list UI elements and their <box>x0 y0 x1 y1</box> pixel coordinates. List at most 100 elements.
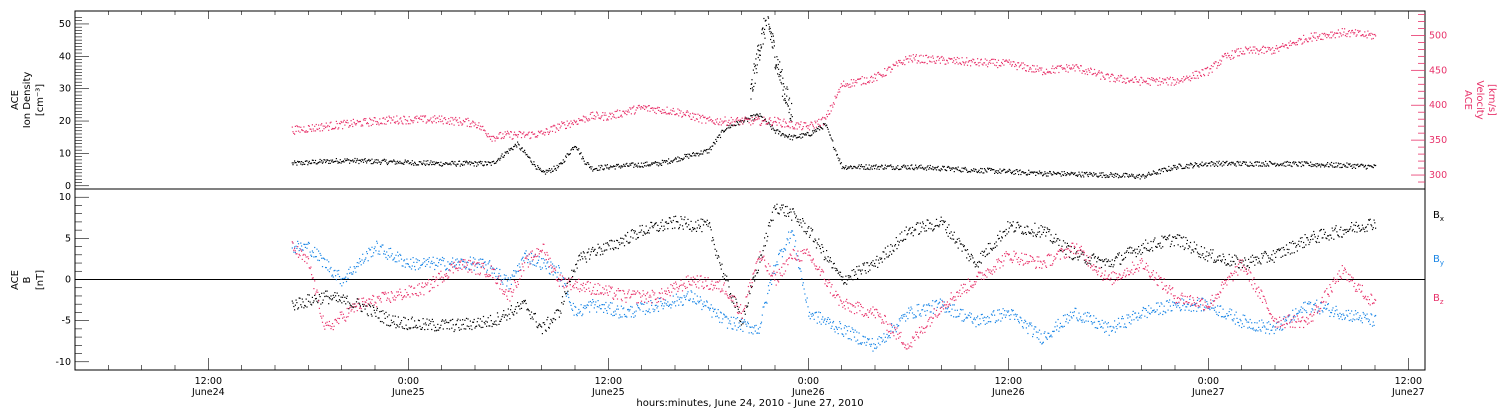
data-point <box>819 129 821 131</box>
data-point <box>479 258 481 260</box>
data-point <box>410 258 412 260</box>
data-point <box>458 264 461 266</box>
data-point <box>548 133 550 135</box>
data-point <box>376 242 378 244</box>
data-point <box>737 308 739 310</box>
data-point <box>1367 164 1369 167</box>
data-point <box>865 83 867 85</box>
data-point <box>1093 73 1095 75</box>
data-point <box>947 165 949 168</box>
data-point <box>397 316 399 318</box>
data-point <box>467 163 469 165</box>
data-point <box>537 262 539 264</box>
data-point <box>1200 246 1202 248</box>
data-point <box>1158 169 1160 171</box>
data-point <box>1293 163 1295 165</box>
data-point <box>541 133 543 135</box>
data-point <box>554 319 557 321</box>
data-point <box>1213 162 1215 164</box>
data-point <box>562 159 564 161</box>
data-point <box>1219 59 1221 61</box>
data-point <box>498 157 500 160</box>
data-point <box>951 58 953 60</box>
data-point <box>1159 173 1161 175</box>
data-point <box>690 155 692 157</box>
data-point <box>1178 163 1180 165</box>
data-point <box>604 112 606 114</box>
data-point <box>1275 45 1278 47</box>
data-point <box>551 267 553 269</box>
data-point <box>484 130 486 132</box>
data-point <box>1056 240 1058 242</box>
data-point <box>291 300 293 302</box>
data-point <box>781 126 783 128</box>
data-point <box>764 237 766 239</box>
data-point <box>385 311 387 313</box>
data-point <box>1130 175 1132 177</box>
data-point <box>670 160 672 162</box>
data-point <box>784 126 786 128</box>
data-point <box>500 318 502 320</box>
data-point <box>902 239 904 242</box>
data-point <box>1217 165 1219 167</box>
data-point <box>1042 71 1044 73</box>
data-point <box>330 159 332 161</box>
data-point <box>812 132 814 134</box>
data-point <box>932 169 934 171</box>
data-point <box>1154 79 1156 81</box>
data-point <box>1073 67 1075 69</box>
data-point <box>1262 45 1264 47</box>
data-point <box>1099 172 1101 174</box>
data-point <box>496 267 498 269</box>
data-point <box>421 163 423 166</box>
data-point <box>1080 253 1082 255</box>
data-point <box>333 128 335 130</box>
data-point <box>380 162 382 164</box>
data-point <box>1292 243 1295 245</box>
data-point <box>775 208 777 210</box>
data-point <box>311 296 313 298</box>
data-point <box>1179 234 1181 237</box>
data-point <box>599 117 601 119</box>
data-point <box>838 160 840 162</box>
data-point <box>1012 221 1014 223</box>
data-point <box>1134 177 1137 179</box>
data-point <box>503 274 505 276</box>
data-point <box>360 264 362 266</box>
data-point <box>1234 163 1236 165</box>
data-point <box>1110 263 1113 266</box>
data-point <box>446 328 448 330</box>
data-point <box>1076 64 1078 66</box>
data-point <box>769 124 771 126</box>
data-point <box>358 121 360 123</box>
data-point <box>580 152 582 154</box>
data-point <box>823 117 825 119</box>
data-point <box>587 304 589 307</box>
data-point <box>315 256 317 258</box>
data-point <box>1293 252 1295 254</box>
data-point <box>991 249 993 251</box>
data-point <box>366 313 368 315</box>
data-point <box>1035 171 1037 173</box>
data-point <box>308 242 310 244</box>
data-point <box>482 315 485 318</box>
data-point <box>584 307 586 310</box>
data-point <box>407 263 409 265</box>
data-point <box>715 138 717 141</box>
data-point <box>758 115 760 118</box>
data-point <box>473 269 475 271</box>
data-point <box>365 118 367 120</box>
data-point <box>1113 176 1115 178</box>
data-point <box>419 161 421 163</box>
data-point <box>1323 32 1326 34</box>
data-point <box>828 131 830 133</box>
data-point <box>786 95 788 97</box>
data-point <box>1051 241 1053 243</box>
data-point <box>566 292 568 294</box>
data-point <box>1217 162 1219 164</box>
data-point <box>1104 78 1106 80</box>
data-point <box>1351 29 1353 31</box>
data-point <box>667 228 669 230</box>
data-point <box>608 168 610 170</box>
data-point <box>1346 162 1348 164</box>
